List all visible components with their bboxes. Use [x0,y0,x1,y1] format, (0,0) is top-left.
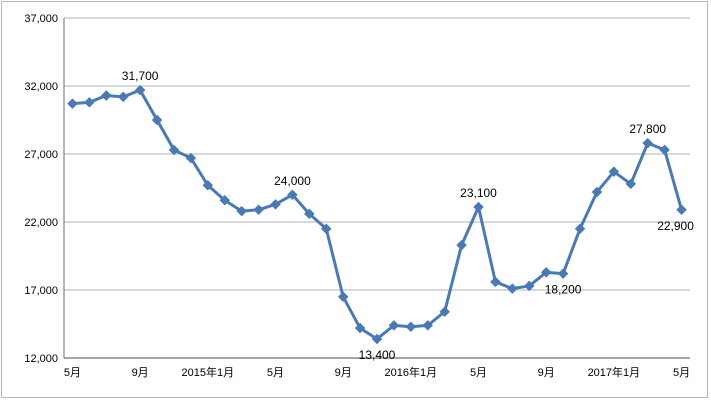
x-tick-label: 5月 [673,367,690,379]
data-point [320,223,332,235]
data-point [439,306,451,318]
data-label: 24,000 [274,174,311,188]
data-point [100,90,112,101]
data-point [67,98,78,110]
data-point [490,276,501,288]
data-point [236,205,248,217]
y-tick-label: 37,000 [24,13,58,25]
data-point [557,268,569,280]
data-point [574,223,586,235]
data-point [219,194,231,206]
y-tick-label: 12,000 [24,353,58,365]
data-label: 13,400 [359,348,396,362]
x-tick-label: 9月 [335,367,352,379]
data-point [659,144,670,156]
data-point [591,186,603,198]
data-point [287,189,298,201]
x-tick-label: 2017年1月 [588,365,641,379]
data-point [117,91,129,103]
series-line [72,88,683,341]
data-label: 31,700 [122,69,159,83]
data-point [642,137,654,149]
y-tick-label: 22,000 [24,217,58,229]
data-point [523,280,535,292]
data-point [354,322,366,334]
data-point [371,333,383,345]
x-tick-label: 9月 [132,367,149,379]
data-point [608,166,620,178]
data-label: 27,800 [629,122,666,136]
data-point [337,291,349,303]
x-tick-label: 5月 [470,367,487,379]
data-point [253,204,264,216]
data-point [388,320,400,331]
data-point [422,320,434,331]
y-tick-label: 27,000 [24,149,58,161]
data-point [84,96,95,108]
data-label: 22,900 [657,219,694,233]
data-point [168,144,180,156]
data-point [676,204,687,216]
y-tick-label: 17,000 [24,285,58,297]
x-tick-label: 5月 [267,367,284,379]
data-point [540,266,552,278]
data-point [456,239,467,251]
data-label: 23,100 [460,186,497,200]
data-point [625,178,637,190]
y-tick-label: 32,000 [24,81,58,93]
data-point [506,283,518,294]
x-tick-label: 2016年1月 [385,365,438,379]
data-point [473,201,484,213]
data-label: 18,200 [545,283,582,297]
data-point [405,321,417,333]
data-point [202,179,214,191]
x-tick-label: 9月 [538,367,555,379]
data-point [185,152,197,164]
data-point [303,208,315,220]
x-tick-label: 2015年1月 [182,365,235,379]
x-tick-label: 5月 [64,367,81,379]
data-point [134,84,146,96]
data-point [270,198,281,210]
data-point [151,114,163,126]
